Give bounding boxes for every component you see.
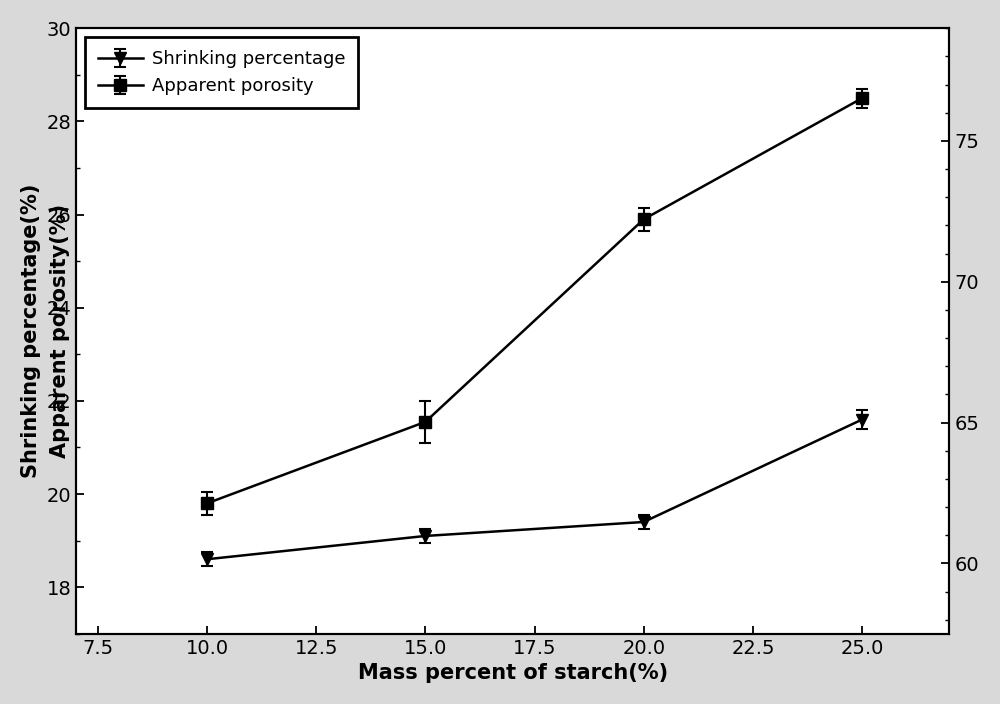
X-axis label: Mass percent of starch(%): Mass percent of starch(%) — [358, 663, 668, 683]
Y-axis label: Shrinking percentage(%): Shrinking percentage(%) — [21, 184, 41, 478]
Y-axis label: Apparent porosity(%): Apparent porosity(%) — [50, 204, 70, 458]
Legend: Shrinking percentage, Apparent porosity: Shrinking percentage, Apparent porosity — [85, 37, 358, 108]
